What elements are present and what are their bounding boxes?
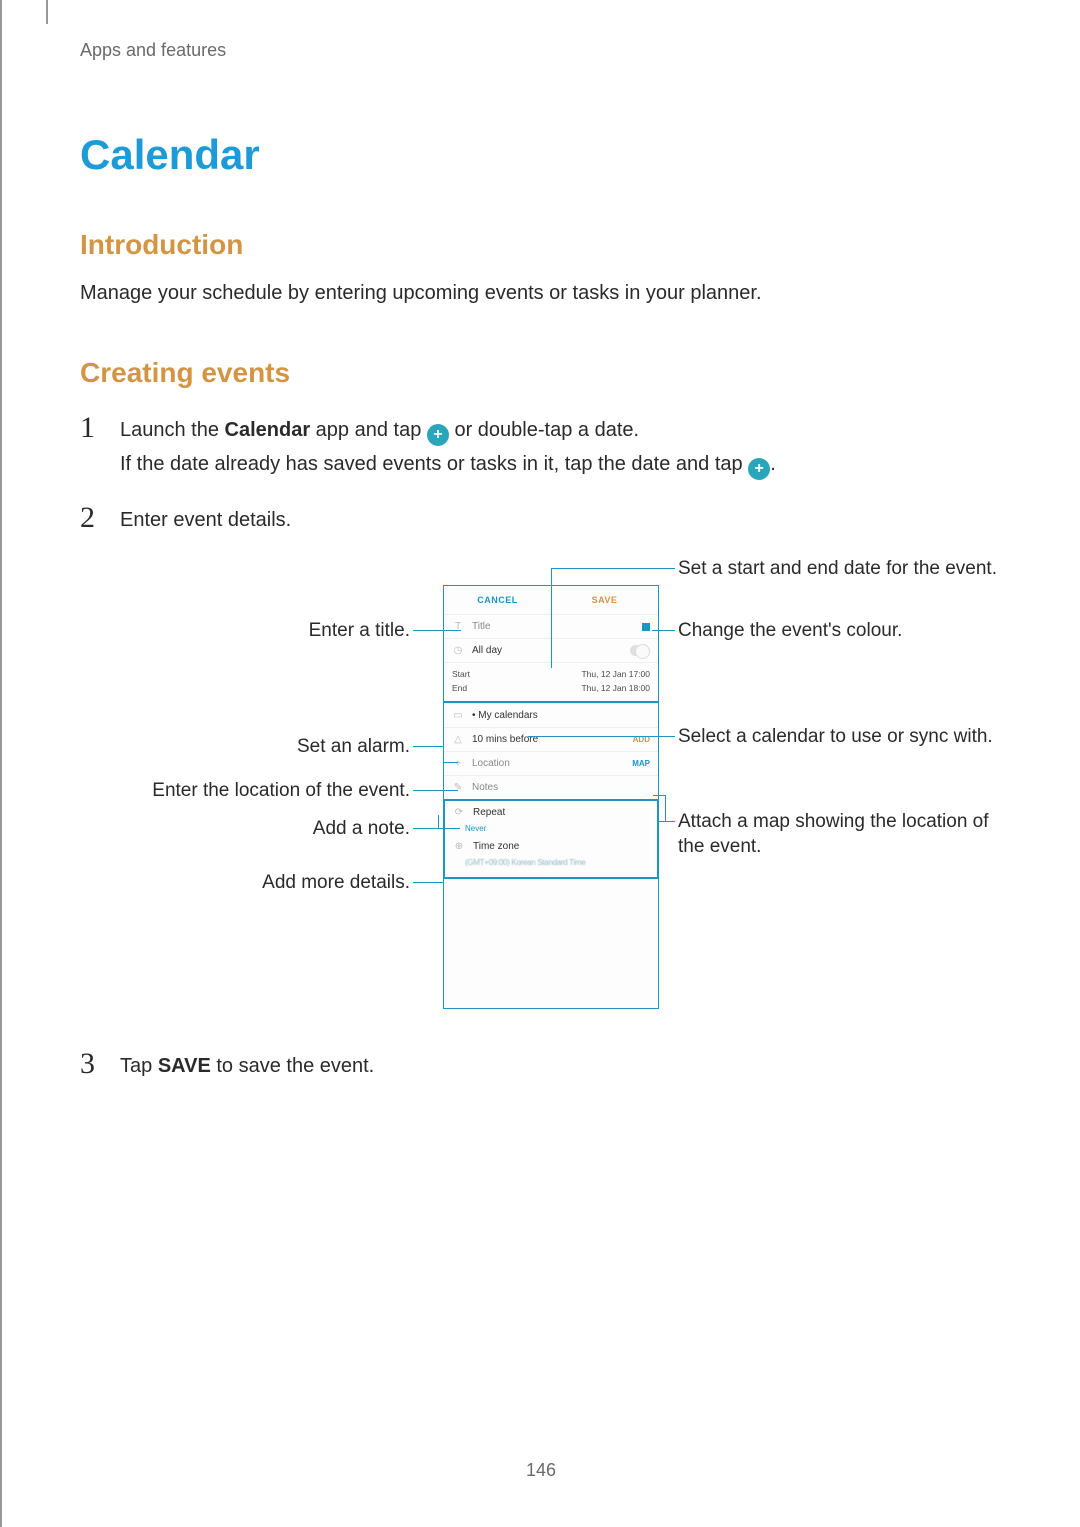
callout-title: Enter a title. [80, 619, 410, 644]
globe-icon: ⊕ [453, 841, 465, 852]
step-number-1: 1 [80, 413, 102, 481]
date-time-section[interactable]: StartThu, 12 Jan 17:00 EndThu, 12 Jan 18… [444, 662, 658, 703]
callout-location: Enter the location of the event. [80, 779, 410, 804]
more-details-box: ⟳ Repeat Never ⊕ Time zone (GMT+09:00) K… [443, 799, 659, 879]
repeat-value: Never [445, 824, 657, 833]
timezone-field[interactable]: Time zone [473, 841, 649, 852]
step-number-3: 3 [80, 1049, 102, 1083]
location-field[interactable]: Location [472, 758, 624, 769]
repeat-icon: ⟳ [453, 807, 465, 818]
clock-icon: ◷ [452, 645, 464, 656]
leader-line [653, 795, 665, 796]
callout-map: Attach a map showing the location of the… [678, 810, 998, 859]
cancel-button[interactable]: CANCEL [444, 586, 551, 614]
event-form-diagram: CANCEL SAVE T Title ◷ All day StartThu, … [80, 557, 1002, 1027]
calendar-icon: ▭ [452, 710, 464, 721]
leader-line [413, 828, 460, 829]
intro-text: Manage your schedule by entering upcomin… [80, 279, 1002, 307]
leader-line [551, 568, 675, 569]
title-field[interactable]: Title [472, 621, 634, 632]
leader-line [413, 746, 443, 747]
callout-more: Add more details. [80, 871, 410, 896]
leader-line [659, 821, 675, 822]
creating-events-heading: Creating events [80, 357, 1002, 389]
plus-icon: + [748, 458, 770, 480]
map-button[interactable]: MAP [632, 759, 650, 768]
callout-note: Add a note. [80, 817, 410, 842]
breadcrumb: Apps and features [80, 40, 1002, 61]
save-button[interactable]: SAVE [551, 586, 658, 614]
notes-field[interactable]: Notes [472, 782, 650, 793]
leader-line [443, 762, 458, 763]
page-title: Calendar [80, 131, 1002, 179]
page-edge-tick [46, 0, 48, 24]
allday-label: All day [472, 645, 622, 656]
callout-date: Set a start and end date for the event. [678, 557, 998, 582]
leader-line [665, 795, 666, 821]
leader-line [413, 790, 458, 791]
intro-heading: Introduction [80, 229, 1002, 261]
my-calendars[interactable]: • My calendars [472, 710, 650, 721]
step-2-body: Enter event details. [120, 503, 291, 537]
leader-line [413, 630, 461, 631]
step-3-body: Tap SAVE to save the event. [120, 1049, 374, 1083]
repeat-field[interactable]: Repeat [473, 807, 649, 818]
pin-icon: ⌖ [452, 758, 464, 769]
note-icon: ✎ [452, 782, 464, 793]
callout-colour: Change the event's colour. [678, 619, 998, 644]
callout-calendar: Select a calendar to use or sync with. [678, 725, 998, 750]
plus-icon: + [427, 424, 449, 446]
allday-toggle[interactable] [630, 645, 650, 656]
timezone-value: (GMT+09:00) Korean Standard Time [445, 858, 657, 867]
leader-line [438, 815, 439, 828]
leader-line [551, 568, 552, 668]
leader-line [443, 746, 444, 762]
colour-swatch[interactable] [642, 623, 650, 631]
leader-line [528, 736, 675, 737]
step-number-2: 2 [80, 503, 102, 537]
callout-alarm: Set an alarm. [80, 735, 410, 760]
page-number: 146 [2, 1460, 1080, 1481]
leader-line [652, 630, 675, 631]
leader-line [413, 882, 444, 883]
bell-icon: △ [452, 734, 464, 745]
step-1-body: Launch the Calendar app and tap + or dou… [120, 413, 776, 481]
